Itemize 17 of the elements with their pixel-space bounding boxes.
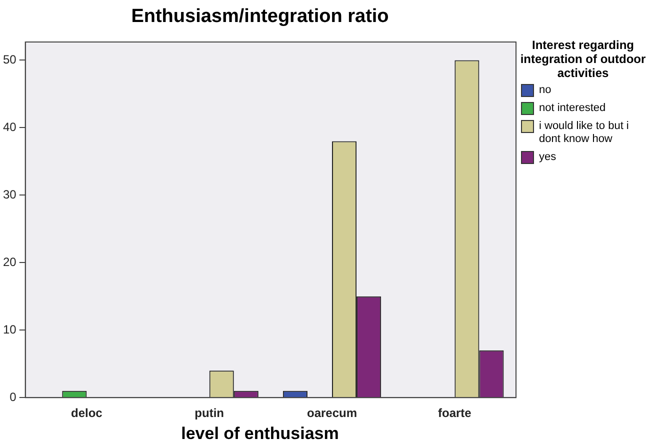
x-tick-label: putin [194, 406, 224, 420]
x-tick-label: foarte [438, 406, 472, 420]
y-tick-label: 0 [10, 390, 17, 404]
y-tick-label: 40 [2, 120, 17, 134]
y-tick-label: 50 [2, 52, 17, 67]
legend-title: Interest regarding integration of outdoor activities [519, 38, 647, 80]
legend-label: not interested [539, 102, 607, 115]
legend-label: i would like to but i dont know how [539, 120, 630, 146]
y-tick-label: 30 [2, 187, 17, 202]
x-tick-label: deloc [71, 406, 103, 420]
x-axis-title: level of enthusiasm [180, 424, 340, 444]
legend-label: no [539, 84, 552, 97]
legend-label: yes [539, 151, 558, 164]
y-tick-label: 10 [2, 322, 17, 336]
x-tick-label: oarecum [306, 406, 358, 420]
chart-title: Enthusiasm/integration ratio [130, 6, 390, 28]
y-tick-label: 20 [2, 254, 17, 269]
